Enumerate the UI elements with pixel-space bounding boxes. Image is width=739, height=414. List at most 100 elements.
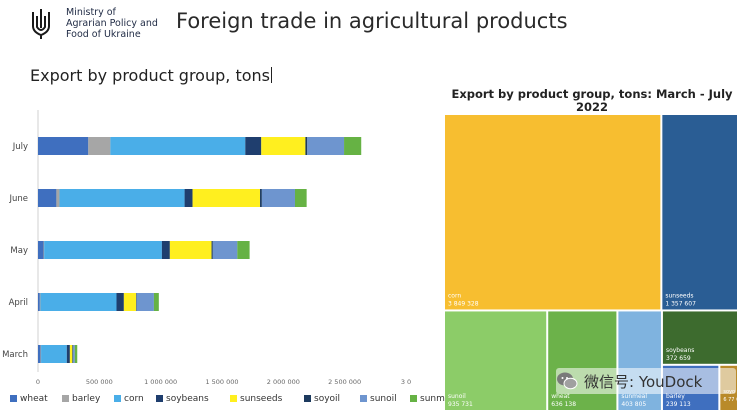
legend-label: sunoil bbox=[370, 394, 397, 404]
treemap-cell-name: sunoil bbox=[448, 393, 466, 400]
treemap-cell-name: sunmeal bbox=[621, 393, 647, 400]
bar-segment-soybeans bbox=[66, 345, 70, 363]
text-cursor bbox=[270, 67, 272, 83]
treemap-cell-name: soybeans bbox=[666, 347, 694, 354]
legend-item-corn: corn bbox=[114, 394, 144, 404]
x-tick-label: 2 500 000 bbox=[328, 378, 361, 386]
treemap-cell-value: 6 77 679 bbox=[723, 397, 738, 403]
bar-segment-corn bbox=[110, 137, 246, 155]
legend-swatch bbox=[360, 395, 367, 402]
treemap-cell-name: corn bbox=[448, 292, 461, 299]
bar-segment-sunoil bbox=[72, 345, 75, 363]
legend-item-barley: barley bbox=[62, 394, 100, 404]
ministry-line: Agrarian Policy and bbox=[66, 18, 158, 29]
bar-segment-sunseeds bbox=[69, 345, 73, 363]
bar-segment-wheat bbox=[38, 345, 41, 363]
bar-segment-sunseeds bbox=[261, 137, 306, 155]
bar-segment-barley bbox=[56, 189, 60, 207]
legend-swatch bbox=[410, 395, 417, 402]
bar-segment-sunmeal bbox=[237, 241, 250, 259]
bar-segment-soybeans bbox=[184, 189, 193, 207]
bar-segment-sunseeds bbox=[192, 189, 261, 207]
bar-segment-sunoil bbox=[261, 189, 295, 207]
bar-segment-barley bbox=[39, 293, 41, 311]
x-tick-label: 1 500 000 bbox=[205, 378, 238, 386]
bar-segment-sunmeal bbox=[344, 137, 362, 155]
bar-segment-sunoil bbox=[212, 241, 238, 259]
bar-segment-wheat bbox=[38, 189, 57, 207]
bar-segment-corn bbox=[40, 293, 117, 311]
x-tick-label: 3 0 bbox=[401, 378, 411, 386]
legend-swatch bbox=[62, 395, 69, 402]
treemap-cell-value: 3 849 328 bbox=[448, 300, 479, 307]
bar-segment-sunoil bbox=[307, 137, 345, 155]
bar-chart-title: Export by product group, tons bbox=[30, 66, 270, 85]
category-label: July bbox=[12, 142, 28, 152]
x-tick-label: 2 000 000 bbox=[267, 378, 300, 386]
bar-segment-soyoil bbox=[136, 293, 137, 311]
legend-label: soybeans bbox=[166, 394, 209, 404]
legend-item-wheat: wheat bbox=[10, 394, 48, 404]
bar-chart-title-wrap: Export by product group, tons bbox=[30, 66, 272, 85]
bar-segment-wheat bbox=[38, 241, 44, 259]
legend-swatch bbox=[304, 395, 311, 402]
category-label: June bbox=[8, 194, 28, 204]
legend-swatch bbox=[114, 395, 121, 402]
wechat-icon bbox=[557, 372, 578, 390]
category-label: May bbox=[10, 246, 28, 256]
legend-item-sunmeal: sunmeal bbox=[410, 394, 458, 404]
ministry-name: Ministry of Agrarian Policy and Food of … bbox=[66, 7, 176, 40]
treemap-cell-value: 403 805 bbox=[621, 401, 646, 408]
legend-item-sunseeds: sunseeds bbox=[230, 394, 282, 404]
legend-swatch bbox=[230, 395, 237, 402]
page-title: Foreign trade in agricultural products bbox=[176, 9, 568, 33]
bar-segment-soyoil bbox=[72, 345, 73, 363]
ministry-line: Food of Ukraine bbox=[66, 29, 141, 40]
x-tick-label: 0 bbox=[36, 378, 40, 386]
bar-segment-barley bbox=[43, 241, 45, 259]
x-tick-label: 1 000 000 bbox=[144, 378, 177, 386]
bar-segment-sunmeal bbox=[153, 293, 159, 311]
legend-label: corn bbox=[124, 394, 144, 404]
bar-segment-sunseeds bbox=[169, 241, 212, 259]
treemap-cell-value: 935 731 bbox=[448, 401, 473, 408]
bar-segment-corn bbox=[59, 189, 185, 207]
bar-segment-sunseeds bbox=[123, 293, 137, 311]
treemap-cell-sunseeds bbox=[662, 115, 737, 310]
page-header: Ministry of Agrarian Policy and Food of … bbox=[0, 0, 739, 46]
treemap-cell-name: wheat bbox=[551, 393, 570, 400]
legend-item-soybeans: soybeans bbox=[156, 394, 209, 404]
bar-segment-wheat bbox=[38, 137, 89, 155]
bar-segment-barley bbox=[88, 137, 111, 155]
bar-segment-wheat bbox=[38, 293, 40, 311]
legend-swatch bbox=[10, 395, 17, 402]
bar-segment-soybeans bbox=[116, 293, 124, 311]
bar-segment-soybeans bbox=[245, 137, 262, 155]
treemap-cell-name: sunseeds bbox=[665, 292, 693, 299]
watermark-text: 微信号: YouDock bbox=[584, 373, 703, 391]
trident-emblem-icon bbox=[32, 9, 50, 39]
ministry-line: Ministry of bbox=[66, 7, 116, 18]
treemap-cell-corn bbox=[445, 115, 661, 310]
stacked-bar-chart: July June May April March 0 500 000 1 000 000 1 … bbox=[2, 110, 411, 386]
treemap-cell-name: barley bbox=[666, 393, 685, 400]
bar-segment-sunmeal bbox=[294, 189, 307, 207]
watermark: 微信号: YouDock bbox=[556, 368, 736, 394]
legend-label: barley bbox=[72, 394, 101, 404]
treemap-cell-sunoil bbox=[445, 311, 547, 410]
bar-segment-sunmeal bbox=[74, 345, 78, 363]
treemap-title: Export by product group, tons: March - J… bbox=[451, 87, 733, 114]
legend-label: sunmeal bbox=[420, 394, 459, 404]
treemap-cell-value: 239 113 bbox=[666, 401, 691, 408]
bar-segment-corn bbox=[44, 241, 162, 259]
bar-segment-soybeans bbox=[161, 241, 170, 259]
legend-label: soyoil bbox=[314, 394, 341, 404]
legend-item-sunoil: sunoil bbox=[360, 394, 397, 404]
bar-segment-barley bbox=[40, 345, 42, 363]
bar-segment-soyoil bbox=[305, 137, 308, 155]
legend-label: sunseeds bbox=[240, 394, 283, 404]
treemap-cell-value: 636 138 bbox=[551, 401, 576, 408]
category-label: April bbox=[9, 298, 28, 308]
treemap-cell-value: 1 357 607 bbox=[665, 300, 696, 307]
